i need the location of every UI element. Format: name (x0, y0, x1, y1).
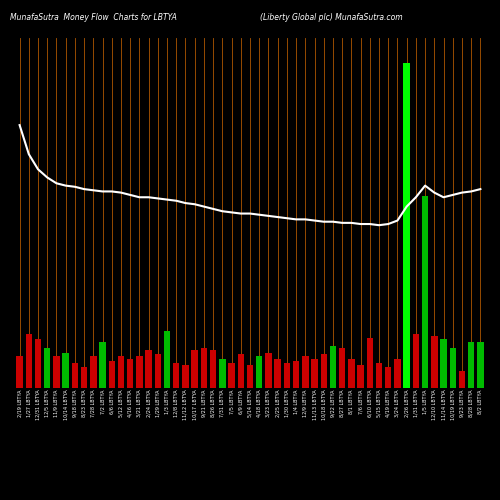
Bar (44, 348, 51, 388)
Bar (458, 371, 465, 388)
Bar (422, 196, 428, 388)
Bar (320, 354, 327, 388)
Bar (16, 356, 23, 388)
Bar (118, 356, 124, 388)
Bar (72, 363, 78, 388)
Bar (468, 342, 474, 388)
Bar (200, 348, 207, 388)
Bar (404, 62, 410, 388)
Text: (Liberty Global plc) MunafaSutra.com: (Liberty Global plc) MunafaSutra.com (260, 12, 402, 22)
Bar (81, 367, 87, 388)
Bar (385, 367, 392, 388)
Bar (348, 358, 354, 388)
Bar (330, 346, 336, 388)
Bar (293, 361, 300, 388)
Bar (26, 334, 32, 388)
Bar (90, 356, 96, 388)
Text: MunafaSutra  Money Flow  Charts for LBTYA: MunafaSutra Money Flow Charts for LBTYA (10, 12, 177, 22)
Bar (100, 342, 106, 388)
Bar (265, 353, 272, 388)
Bar (219, 358, 226, 388)
Bar (284, 363, 290, 388)
Bar (302, 356, 308, 388)
Bar (477, 342, 484, 388)
Bar (394, 358, 400, 388)
Bar (53, 356, 60, 388)
Bar (35, 340, 42, 388)
Bar (62, 353, 69, 388)
Bar (274, 358, 281, 388)
Bar (154, 354, 161, 388)
Bar (440, 340, 447, 388)
Bar (108, 361, 115, 388)
Bar (450, 348, 456, 388)
Bar (164, 331, 170, 388)
Bar (238, 354, 244, 388)
Bar (431, 336, 438, 388)
Bar (358, 364, 364, 388)
Bar (412, 334, 419, 388)
Bar (136, 356, 142, 388)
Bar (182, 364, 188, 388)
Bar (210, 350, 216, 388)
Bar (312, 358, 318, 388)
Bar (366, 338, 373, 388)
Bar (228, 363, 235, 388)
Bar (173, 363, 180, 388)
Bar (192, 350, 198, 388)
Bar (127, 358, 134, 388)
Bar (339, 348, 345, 388)
Bar (146, 350, 152, 388)
Bar (247, 364, 253, 388)
Bar (256, 356, 262, 388)
Bar (376, 363, 382, 388)
